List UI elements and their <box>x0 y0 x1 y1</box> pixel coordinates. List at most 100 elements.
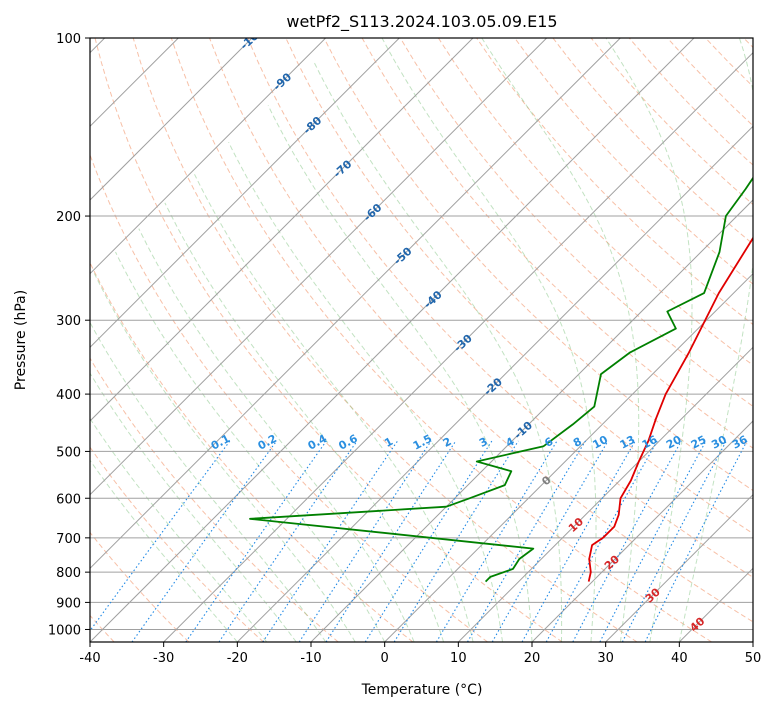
mixing-ratio-label: 3 <box>477 435 490 450</box>
isotherm-line <box>384 272 753 642</box>
moist-adiabat <box>267 105 533 642</box>
isotherms <box>90 38 753 642</box>
y-tick-label: 700 <box>56 532 81 547</box>
y-tick-label: 900 <box>56 596 81 611</box>
x-tick-label: 20 <box>524 651 541 666</box>
moist-adiabat <box>381 38 597 642</box>
mixing-ratio-line <box>364 440 493 642</box>
x-tick-label: -20 <box>227 651 248 666</box>
dry-adiabats <box>90 38 753 642</box>
dry-adiabat <box>743 38 753 49</box>
x-tick-label: -40 <box>79 651 100 666</box>
mixing-ratio-label: 13 <box>618 433 638 452</box>
y-tick-label: 1000 <box>48 623 81 638</box>
moist-adiabat <box>605 38 693 642</box>
isotherm-line <box>90 38 695 642</box>
y-tick-label: 600 <box>56 492 81 507</box>
mixing-ratio-label: 25 <box>689 433 709 452</box>
mixing-ratio-label: 1.5 <box>411 432 434 453</box>
dry-adiabat <box>94 38 563 642</box>
dry-adiabat <box>90 261 414 642</box>
dry-adiabat <box>590 38 753 206</box>
dry-adiabat <box>209 38 753 623</box>
mixing-ratio-line <box>572 440 682 642</box>
dry-adiabat <box>705 38 753 88</box>
y-tick-label: 400 <box>56 388 81 403</box>
moist-adiabat <box>115 251 386 642</box>
moist-adiabat <box>313 62 563 642</box>
x-axis-label: Temperature (°C) <box>361 682 483 698</box>
moist-adiabat <box>90 372 297 642</box>
isotherm-line <box>310 199 753 642</box>
moist-adiabat <box>164 202 445 642</box>
sounding-series <box>249 176 753 583</box>
y-axis: 100 200 300 400 500 600 700 800 900 1000 <box>48 32 90 638</box>
y-tick-label: 200 <box>56 210 81 225</box>
dry-adiabat <box>361 38 753 449</box>
isotherm-line <box>90 38 253 201</box>
dewpoint-profile <box>249 176 753 583</box>
isotherm-line <box>752 641 753 642</box>
isotherm-line <box>457 346 753 642</box>
isotherm-line <box>678 567 753 642</box>
isotherm-line <box>236 125 753 642</box>
moist-adiabat <box>90 459 238 642</box>
mixing-ratio-label: 20 <box>664 433 684 452</box>
mixing-ratio-line <box>393 440 519 642</box>
moist-adiabat <box>90 321 327 642</box>
moist-adiabat <box>678 38 753 642</box>
isotherm-line <box>90 38 474 422</box>
isotherm-line <box>90 38 548 496</box>
isotherm-line <box>90 38 327 275</box>
dry-adiabat <box>323 38 753 492</box>
mixing-ratio-label: 6 <box>543 435 556 450</box>
mixing-ratio-line <box>621 440 727 642</box>
x-axis: -40 -30 -20 -10 0 10 20 30 40 50 <box>79 642 761 666</box>
y-tick-label: 100 <box>56 32 81 47</box>
mixing-ratio-label: 2 <box>441 435 454 450</box>
isotherm-line <box>605 493 753 642</box>
plot-frame <box>89 37 754 643</box>
mixing-ratio-line <box>435 440 558 642</box>
mixing-ratio-line <box>185 440 327 642</box>
mixing-ratio-line <box>218 440 358 642</box>
moist-adiabat <box>138 228 415 642</box>
moist-adiabat <box>93 273 356 642</box>
plot-area: 0.1 0.2 0.4 0.6 1 1.5 2 3 4 6 8 10 13 16 20 25 30 36-100-… <box>90 38 753 642</box>
y-tick-label: 300 <box>56 314 81 329</box>
mixing-ratio-label: 0.1 <box>209 432 232 453</box>
mixing-ratio-line <box>298 440 432 642</box>
dry-adiabat <box>90 153 488 642</box>
x-tick-label: 40 <box>671 651 688 666</box>
mixing-ratio-line <box>325 440 457 642</box>
y-tick-label: 500 <box>56 445 81 460</box>
mixing-ratio-line <box>644 440 748 642</box>
mixing-ratio-label: 0.4 <box>306 432 330 453</box>
dry-adiabat <box>90 446 264 642</box>
mixing-ratio-label: 16 <box>640 433 660 452</box>
x-tick-label: 0 <box>381 651 389 666</box>
x-tick-label: -30 <box>153 651 174 666</box>
dry-adiabat <box>437 38 753 366</box>
moist-adiabat <box>90 417 268 642</box>
y-tick-label: 800 <box>56 566 81 581</box>
mixing-ratio-line <box>599 440 707 642</box>
mixing-ratio-line <box>545 440 658 642</box>
isotherm-line <box>90 38 400 349</box>
moist-adiabat <box>481 38 640 642</box>
mixing-ratio-line <box>90 440 231 632</box>
mixing-ratio-line <box>131 440 278 642</box>
x-tick-label: 50 <box>745 651 762 666</box>
dry-adiabat <box>514 38 753 285</box>
x-tick-label: 10 <box>450 651 467 666</box>
isotherm-line <box>163 51 753 642</box>
mixing-ratio-label: 8 <box>571 435 584 450</box>
mixing-ratio-line <box>491 440 609 642</box>
moist-adiabats <box>90 38 753 642</box>
temperature-profile <box>587 236 753 582</box>
y-axis-label: Pressure (hPa) <box>13 290 29 390</box>
dry-adiabat <box>247 38 753 578</box>
dry-adiabat <box>90 357 339 642</box>
dry-adiabat <box>90 531 190 642</box>
